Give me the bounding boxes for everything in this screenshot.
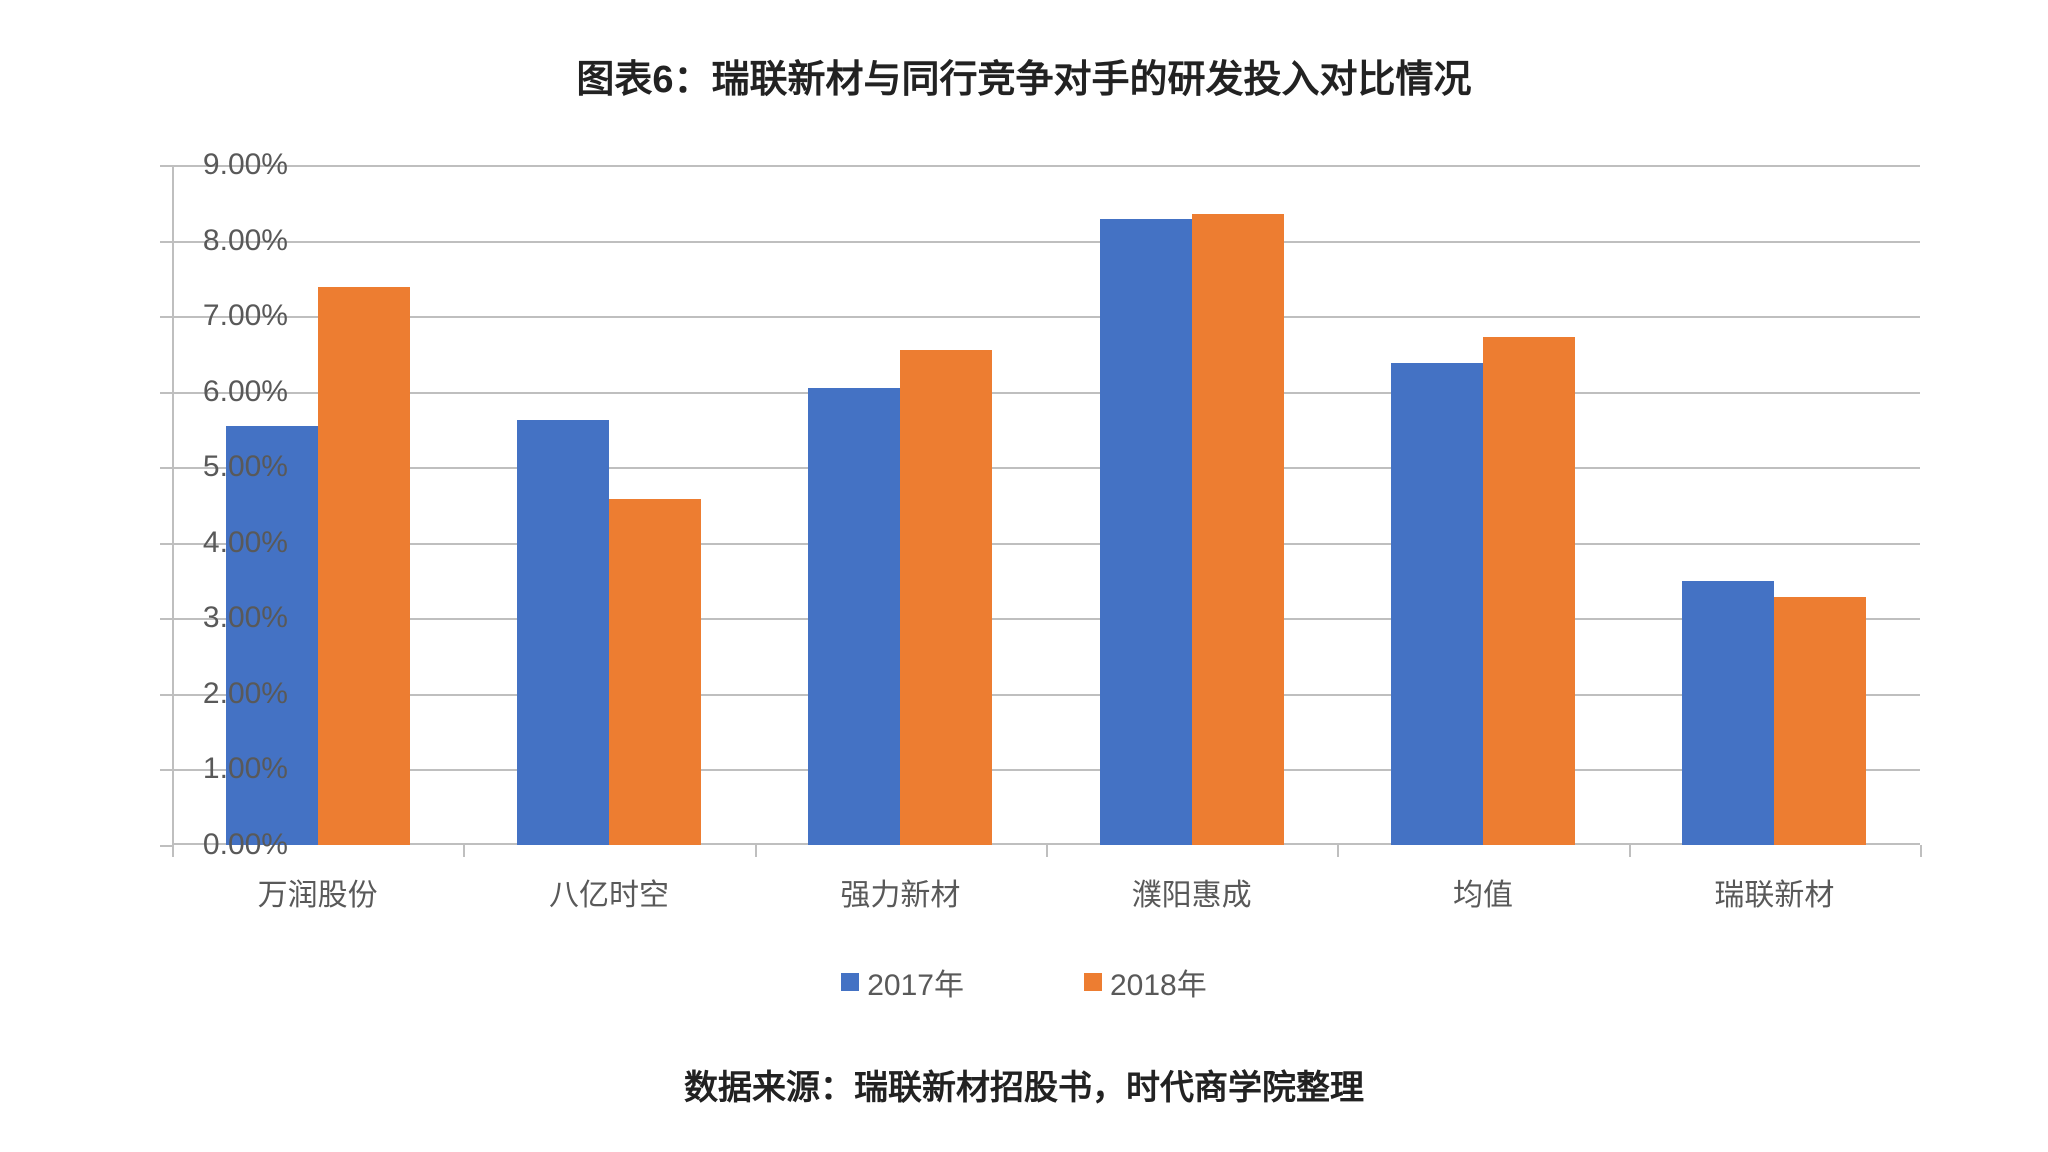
legend-swatch	[1084, 973, 1102, 991]
bar	[1483, 337, 1575, 845]
y-tick-mark	[160, 165, 172, 167]
y-tick-mark	[160, 467, 172, 469]
bar	[1774, 597, 1866, 845]
source-text: 数据来源：瑞联新材招股书，时代商学院整理	[0, 1060, 2048, 1109]
bar	[1192, 214, 1284, 845]
bar	[609, 499, 701, 845]
y-tick-label: 8.00%	[203, 224, 288, 258]
x-tick-mark	[1337, 845, 1339, 857]
x-tick-mark	[755, 845, 757, 857]
y-tick-label: 5.00%	[203, 450, 288, 484]
x-tick-mark	[463, 845, 465, 857]
grid-line	[172, 769, 1920, 771]
legend-label: 2018年	[1110, 969, 1207, 1002]
y-tick-label: 3.00%	[203, 601, 288, 635]
x-tick-label: 强力新材	[840, 870, 960, 914]
y-tick-mark	[160, 392, 172, 394]
y-tick-mark	[160, 241, 172, 243]
bar	[808, 388, 900, 845]
y-tick-mark	[160, 316, 172, 318]
x-tick-mark	[1046, 845, 1048, 857]
bar	[318, 287, 410, 845]
plot-area	[172, 165, 1920, 845]
y-tick-mark	[160, 543, 172, 545]
x-tick-label: 濮阳惠成	[1132, 870, 1252, 914]
grid-line	[172, 543, 1920, 545]
x-tick-label: 瑞联新材	[1714, 870, 1834, 914]
y-tick-label: 0.00%	[203, 828, 288, 862]
chart-title: 图表6：瑞联新材与同行竞争对手的研发投入对比情况	[0, 48, 2048, 103]
grid-line	[172, 467, 1920, 469]
grid-line	[172, 618, 1920, 620]
y-tick-label: 4.00%	[203, 526, 288, 560]
bar	[1391, 363, 1483, 845]
y-tick-mark	[160, 694, 172, 696]
bar	[1682, 581, 1774, 845]
y-axis-line	[172, 165, 174, 845]
legend-item: 2018年	[1084, 960, 1207, 1004]
y-tick-label: 2.00%	[203, 677, 288, 711]
grid-line	[172, 165, 1920, 167]
grid-line	[172, 316, 1920, 318]
x-tick-label: 八亿时空	[549, 870, 669, 914]
x-tick-mark	[1920, 845, 1922, 857]
x-tick-label: 万润股份	[258, 870, 378, 914]
grid-line	[172, 694, 1920, 696]
bar	[1100, 219, 1192, 845]
y-tick-mark	[160, 845, 172, 847]
chart-container: 图表6：瑞联新材与同行竞争对手的研发投入对比情况 2017年 2018年 数据来源…	[0, 0, 2048, 1152]
bar	[517, 420, 609, 845]
y-tick-mark	[160, 769, 172, 771]
legend-item: 2017年	[841, 960, 964, 1004]
x-tick-label: 均值	[1453, 870, 1513, 914]
y-tick-label: 7.00%	[203, 299, 288, 333]
legend-swatch	[841, 973, 859, 991]
legend: 2017年 2018年	[0, 960, 2048, 1004]
y-tick-label: 9.00%	[203, 148, 288, 182]
x-tick-mark	[1629, 845, 1631, 857]
grid-line	[172, 241, 1920, 243]
bar	[900, 350, 992, 845]
y-tick-mark	[160, 618, 172, 620]
legend-label: 2017年	[867, 969, 964, 1002]
y-tick-label: 1.00%	[203, 752, 288, 786]
grid-line	[172, 392, 1920, 394]
y-tick-label: 6.00%	[203, 375, 288, 409]
x-tick-mark	[172, 845, 174, 857]
